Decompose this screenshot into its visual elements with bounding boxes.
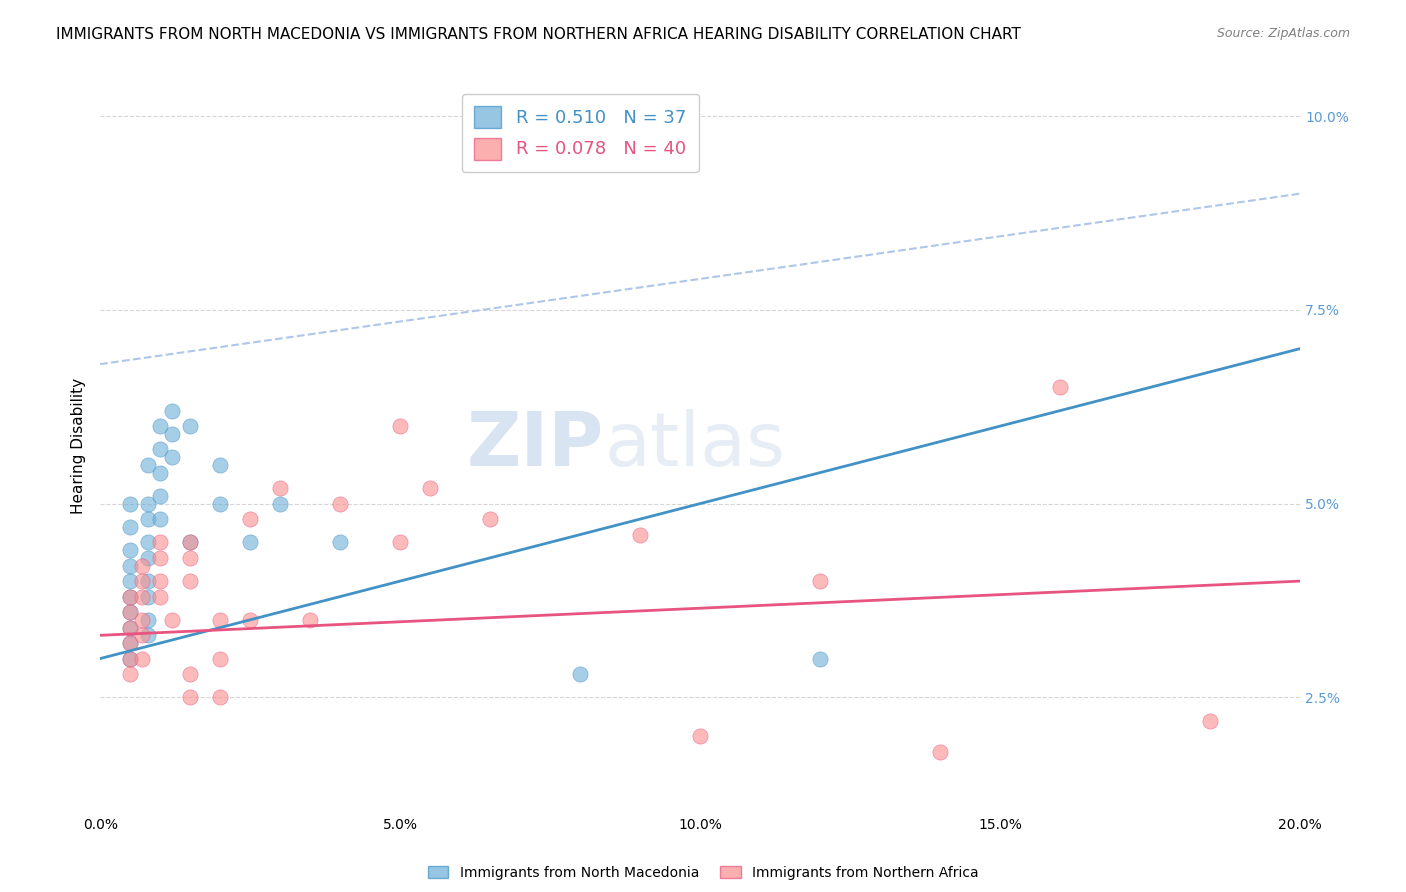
Point <box>136 628 159 642</box>
Point <box>299 613 322 627</box>
Point <box>239 512 262 526</box>
Point <box>149 574 172 588</box>
Point <box>120 605 142 619</box>
Point <box>120 651 142 665</box>
Point <box>160 403 183 417</box>
Legend: Immigrants from North Macedonia, Immigrants from Northern Africa: Immigrants from North Macedonia, Immigra… <box>422 860 984 885</box>
Point <box>269 481 291 495</box>
Point <box>209 613 232 627</box>
Point <box>628 527 651 541</box>
Point <box>209 458 232 472</box>
Point <box>149 550 172 565</box>
Point <box>269 497 291 511</box>
Point <box>149 442 172 457</box>
Legend: R = 0.510   N = 37, R = 0.078   N = 40: R = 0.510 N = 37, R = 0.078 N = 40 <box>461 94 699 172</box>
Y-axis label: Hearing Disability: Hearing Disability <box>72 377 86 514</box>
Point <box>120 590 142 604</box>
Point <box>209 497 232 511</box>
Point <box>120 574 142 588</box>
Point <box>120 520 142 534</box>
Point <box>179 535 201 549</box>
Point <box>131 558 153 573</box>
Point <box>329 535 352 549</box>
Point <box>120 621 142 635</box>
Point <box>149 512 172 526</box>
Point <box>120 543 142 558</box>
Point <box>131 590 153 604</box>
Point <box>389 419 412 434</box>
Point <box>136 613 159 627</box>
Point <box>136 512 159 526</box>
Point <box>929 745 952 759</box>
Point <box>120 497 142 511</box>
Point <box>131 574 153 588</box>
Point <box>136 497 159 511</box>
Point <box>179 419 201 434</box>
Point <box>136 550 159 565</box>
Point <box>1049 380 1071 394</box>
Text: Source: ZipAtlas.com: Source: ZipAtlas.com <box>1216 27 1350 40</box>
Point <box>120 667 142 681</box>
Point <box>179 550 201 565</box>
Point <box>419 481 441 495</box>
Point <box>131 628 153 642</box>
Point <box>209 651 232 665</box>
Point <box>389 535 412 549</box>
Point <box>160 613 183 627</box>
Point <box>479 512 502 526</box>
Point <box>808 574 831 588</box>
Point <box>239 613 262 627</box>
Point <box>120 590 142 604</box>
Point <box>131 613 153 627</box>
Text: IMMIGRANTS FROM NORTH MACEDONIA VS IMMIGRANTS FROM NORTHERN AFRICA HEARING DISAB: IMMIGRANTS FROM NORTH MACEDONIA VS IMMIG… <box>56 27 1021 42</box>
Point <box>1199 714 1222 728</box>
Point <box>120 605 142 619</box>
Point <box>160 426 183 441</box>
Point <box>689 729 711 743</box>
Point <box>120 621 142 635</box>
Point <box>179 667 201 681</box>
Point <box>179 690 201 705</box>
Point <box>136 574 159 588</box>
Point <box>136 535 159 549</box>
Text: atlas: atlas <box>605 409 785 482</box>
Point <box>209 690 232 705</box>
Point <box>179 535 201 549</box>
Point <box>149 535 172 549</box>
Point <box>808 651 831 665</box>
Point <box>569 667 592 681</box>
Point <box>120 636 142 650</box>
Point <box>149 590 172 604</box>
Point <box>131 651 153 665</box>
Point <box>329 497 352 511</box>
Point <box>149 466 172 480</box>
Point <box>120 558 142 573</box>
Point <box>149 419 172 434</box>
Point <box>120 651 142 665</box>
Point <box>239 535 262 549</box>
Point <box>179 574 201 588</box>
Point <box>136 458 159 472</box>
Point <box>149 489 172 503</box>
Point <box>160 450 183 464</box>
Point <box>136 590 159 604</box>
Point <box>120 636 142 650</box>
Text: ZIP: ZIP <box>467 409 605 482</box>
Point <box>659 148 682 162</box>
